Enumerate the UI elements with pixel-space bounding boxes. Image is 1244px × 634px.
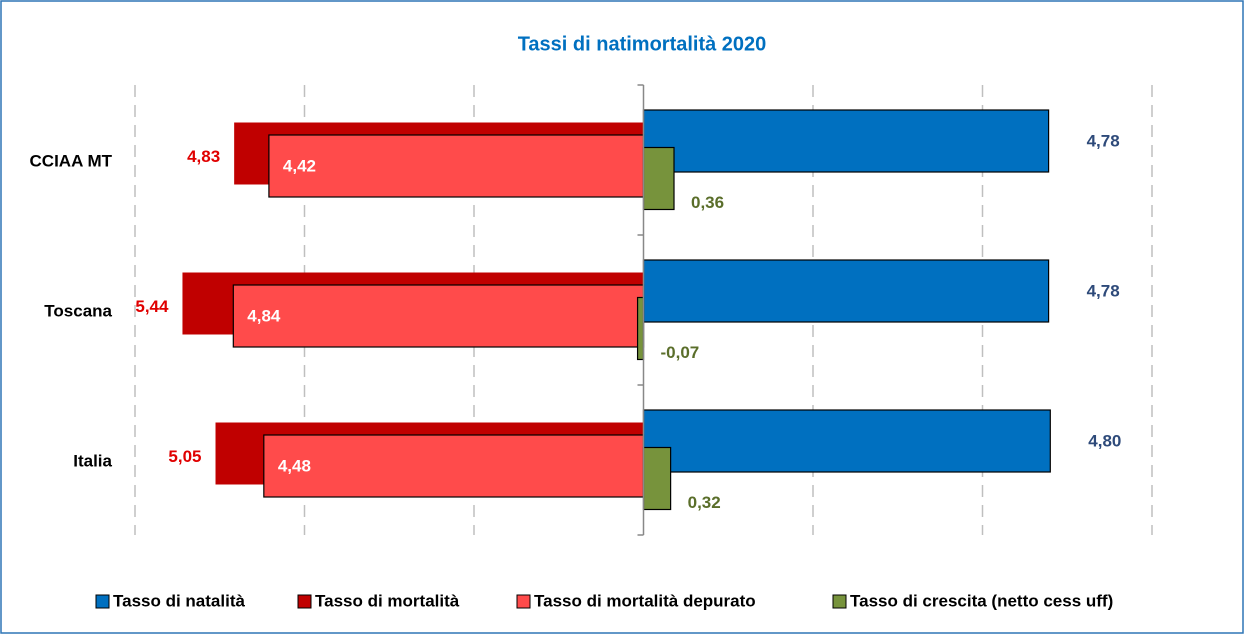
bar — [263, 434, 645, 498]
legend-label: Tasso di natalità — [113, 591, 245, 610]
legend-label: Tasso di crescita (netto cess uff) — [850, 591, 1113, 610]
data-label: 0,36 — [691, 193, 724, 212]
data-label: 4,78 — [1087, 281, 1120, 300]
bar — [232, 284, 645, 348]
data-label: 0,32 — [688, 493, 721, 512]
legend-swatch — [95, 594, 110, 609]
data-label: 5,44 — [135, 297, 169, 316]
data-label: 4,48 — [278, 456, 311, 475]
data-label: 5,05 — [168, 447, 201, 466]
category-label: Italia — [73, 451, 112, 470]
bar — [268, 134, 645, 198]
data-label: 4,78 — [1087, 131, 1120, 150]
bar — [642, 409, 1051, 473]
data-label: 4,80 — [1088, 431, 1121, 450]
legend-label: Tasso di mortalità — [315, 591, 460, 610]
legend-swatch — [832, 594, 847, 609]
chart-title: Tassi di natimortalità 2020 — [518, 33, 767, 55]
bar — [642, 259, 1050, 323]
data-label: -0,07 — [661, 343, 700, 362]
bar — [636, 296, 645, 361]
data-label: 4,42 — [283, 156, 316, 175]
legend-swatch — [516, 594, 531, 609]
legend-label: Tasso di mortalità depurato — [534, 591, 756, 610]
data-label: 4,83 — [187, 147, 220, 166]
data-label: 4,84 — [247, 306, 281, 325]
legend-swatch — [297, 594, 312, 609]
bar — [642, 109, 1050, 173]
category-label: CCIAA MT — [30, 151, 113, 170]
bar — [642, 446, 672, 511]
category-label: Toscana — [44, 301, 112, 320]
bar — [642, 146, 675, 211]
